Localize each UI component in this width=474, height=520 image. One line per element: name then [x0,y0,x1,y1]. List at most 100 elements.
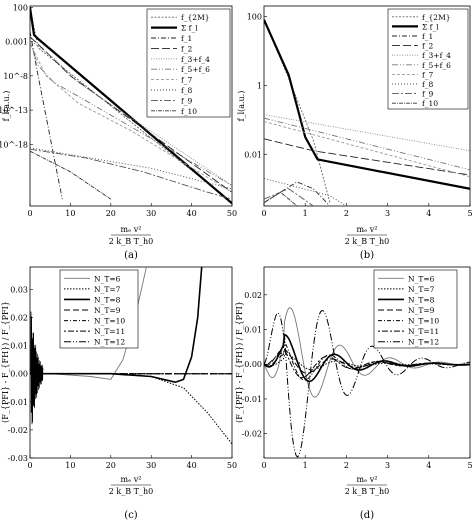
legend-entry: f_{2M} [422,13,451,22]
legend-entry: N_T=6 [408,274,435,283]
series-f_7 [30,43,232,193]
legend-entry: N_T=11 [94,327,125,336]
series-f_2 [30,36,232,193]
legend-entry: N_T=12 [408,338,439,347]
x-tick-label: 40 [187,461,197,470]
y-tick-label: 0.001 [5,38,28,47]
legend-entry: f_9 [422,90,434,99]
legend-entry: f_{2M} [181,13,210,22]
legend: f_{2M}Σ f_lf_1f_2f_3+f_4f_5+f_6f_7f_8f_9… [146,8,231,118]
series-N_T=9 [264,348,470,374]
x-tick-label: 50 [227,209,237,218]
legend-entry: N_T=9 [94,306,121,315]
legend-entry: N_T=9 [408,306,435,315]
x-tick-label: 5 [467,461,472,470]
legend-entry: f_10 [181,107,197,116]
series-f_7 [264,121,470,178]
series-N_T=12 [264,309,470,458]
legend: f_{2M}Σ f_lf_1f_2f_3+f_4f_5+f_6f_7f_8f_9… [387,8,469,110]
x-tick-label: 2 [344,209,349,218]
series-f_3+f_4 [30,39,232,186]
axes-frame [29,266,233,459]
legend: N_T=6 N_T=7N_T=8 N_T=9 N_T=10N_T=11 N_T=12 [373,269,458,349]
legend-entry: f_7 [422,70,434,79]
legend-entry: f_5+f_6 [422,61,451,70]
legend-box [146,8,231,118]
series-f_9 [264,188,314,206]
legend-box [59,269,139,349]
legend-entry: f_5+f_6 [181,65,210,74]
y-tick-label: 0.01 [244,326,262,335]
series-f_{2M} [264,19,331,203]
series-f_8 [264,177,347,206]
legend-entry: N_T=8 [94,295,121,304]
y-tick-label: 0.01 [244,150,262,159]
legend-box [373,269,458,349]
panel-caption: (b) [360,250,374,261]
series-f_5+f_6 [30,41,232,186]
y-tick-label: 10^-13 [0,106,28,115]
legend-entry: f_3+f_4 [422,51,451,60]
x-tick-label: 3 [385,209,390,218]
legend: N_T=6 N_T=7N_T=8 N_T=9 N_T=10N_T=11 N_T=12 [59,269,139,349]
legend-entry: N_T=10 [94,317,125,326]
y-axis-label: f_l(a.u.) [237,91,246,122]
series-f_9 [30,148,232,200]
y-axis-label: f_l(a.u.) [2,91,11,122]
panel-caption: (c) [124,510,138,520]
y-tick-label: -0.02 [7,426,28,435]
y-tick-label: 100 [13,3,28,12]
x-tick-label: 30 [146,461,156,470]
series-N_T=7 [30,373,232,445]
legend-entry: f_1 [181,34,192,43]
x-tick-label: 5 [467,209,472,218]
x-tick-label: 10 [65,461,75,470]
y-tick-label: -0.01 [241,395,262,404]
legend-entry: f_8 [181,86,193,95]
x-tick-label: 30 [146,209,156,218]
series-f_{2M} [30,7,232,203]
x-axis-label-denominator: 2 k_B T_h0 [345,237,389,246]
x-tick-label: 1 [303,461,308,470]
x-axis-label-denominator: 2 k_B T_h0 [109,487,153,496]
legend-entry: f_7 [181,76,193,85]
axes-frame [29,5,233,207]
y-tick-label: -0.01 [7,398,28,407]
legend-entry: Σ f_l [422,22,439,31]
legend-entry: f_1 [422,32,433,41]
series-oscillation-near-origin [30,311,44,425]
x-tick-label: 20 [106,461,116,470]
y-tick-label: 1 [257,81,262,90]
x-tick-label: 40 [187,209,197,218]
y-tick-label: 100 [247,12,262,21]
series-f_8 [30,147,232,190]
x-axis-label-numerator: mₑ v² [357,475,378,484]
x-tick-label: 0 [261,209,266,218]
legend-entry: Σ f_l [181,24,198,33]
x-tick-label: 2 [344,461,349,470]
panel-3: 0 1 2 3 4 5 0.02 0.01 0.00 -0.01 -0.02 (F_{PFI} - F… [235,266,473,496]
series-f_2 [264,138,470,176]
legend-entry: f_8 [422,80,434,89]
series-f_10 [30,150,112,200]
panel-caption: (d) [360,510,374,520]
y-tick-label: 0.02 [244,291,262,300]
legend-entry: N_T=10 [408,317,439,326]
axes-frame [263,5,471,207]
y-tick-label: 0.00 [10,370,28,379]
x-tick-label: 4 [426,461,431,470]
panel-caption: (a) [124,250,138,261]
panel-2: 0 10 20 30 40 50 0.03 0.02 0.01 0.00 -0.01 -0.02 -0.… [1,266,237,496]
x-tick-label: 50 [227,461,237,470]
panel-0: 0 10 20 30 40 50 100 0.001 10^-8 10^-13 10^-18 f_l(… [0,3,237,246]
legend-entry: f_3+f_4 [181,55,210,64]
legend-entry: f_2 [422,42,434,51]
legend-entry: N_T=12 [94,338,125,347]
y-tick-label: 0.00 [244,360,262,369]
y-tick-label: 10^-8 [3,72,28,81]
x-tick-label: 0 [261,461,266,470]
y-tick-label: -0.02 [241,430,262,439]
y-tick-label: 0.02 [10,314,28,323]
legend-entry: f_9 [181,96,193,105]
x-axis-label-numerator: mₑ v² [357,225,378,234]
